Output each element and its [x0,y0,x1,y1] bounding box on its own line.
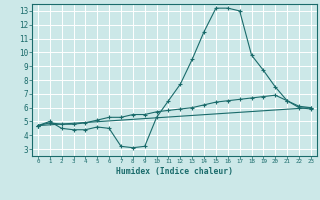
X-axis label: Humidex (Indice chaleur): Humidex (Indice chaleur) [116,167,233,176]
